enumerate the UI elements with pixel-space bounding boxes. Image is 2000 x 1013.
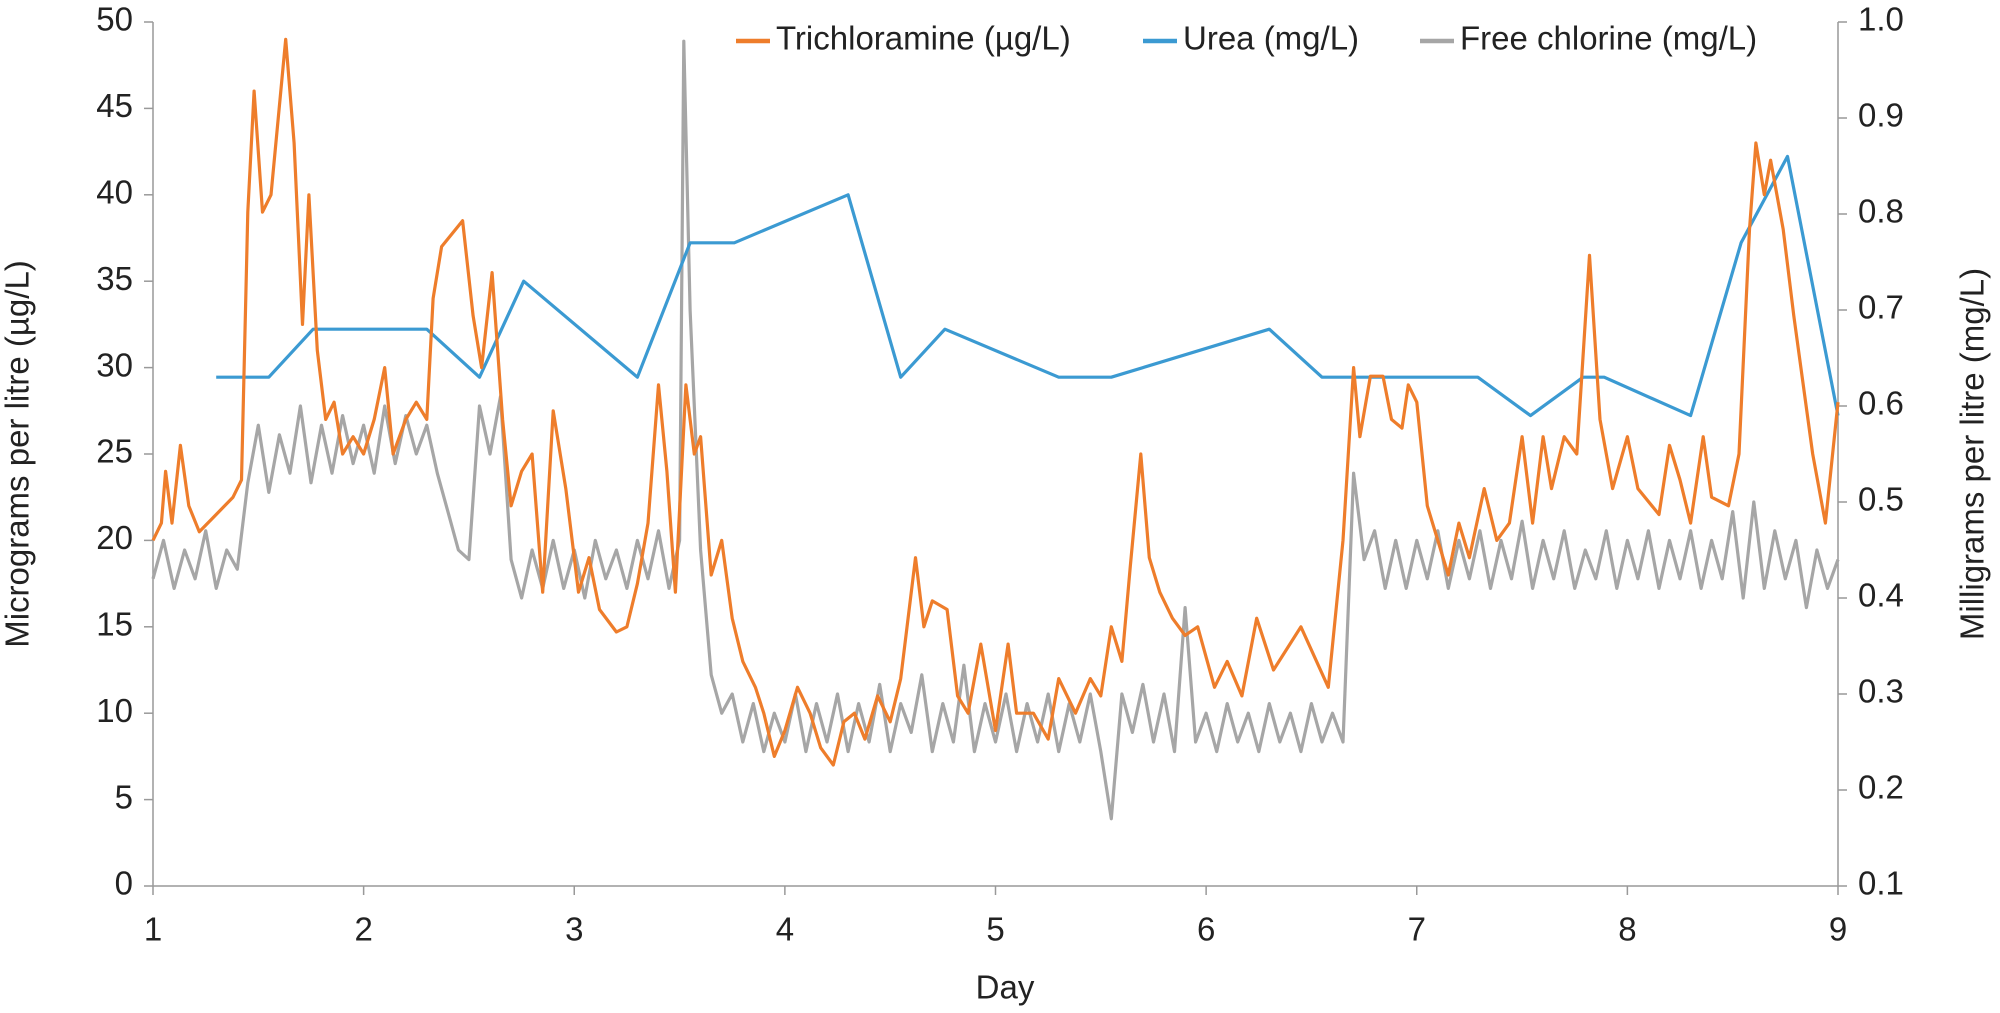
x-tick-label: 7 [1408, 911, 1426, 948]
x-tick-label: 4 [776, 911, 794, 948]
y2-tick-label: 0.2 [1858, 769, 1904, 806]
y-tick-label: 0 [115, 865, 133, 902]
y2-axis-title: Milligrams per litre (mg/L) [1954, 268, 1991, 640]
y2-tick-label: 0.4 [1858, 577, 1904, 614]
series-line [151, 39, 1840, 821]
y-tick-label: 10 [96, 692, 133, 729]
legend-label: Urea (mg/L) [1183, 20, 1359, 57]
y2-tick-label: 0.6 [1858, 385, 1904, 422]
y2-tick-label: 0.3 [1858, 673, 1904, 710]
y2-tick-label: 0.8 [1858, 193, 1904, 230]
y-tick-label: 45 [96, 87, 133, 124]
x-tick-label: 1 [144, 911, 162, 948]
y-tick-label: 50 [96, 1, 133, 38]
y-tick-label: 5 [115, 778, 133, 815]
y-tick-label: 15 [96, 606, 133, 643]
y-tick-label: 30 [96, 346, 133, 383]
x-tick-label: 6 [1197, 911, 1215, 948]
x-axis-title: Day [976, 969, 1035, 1006]
x-tick-label: 2 [354, 911, 372, 948]
series-line [216, 154, 1840, 418]
y2-tick-label: 0.9 [1858, 97, 1904, 134]
legend-label: Free chlorine (mg/L) [1460, 20, 1757, 57]
legend-label: Trichloramine (µg/L) [776, 20, 1071, 57]
series-line [151, 37, 1840, 767]
x-tick-label: 3 [565, 911, 583, 948]
x-tick-label: 8 [1618, 911, 1636, 948]
y-tick-label: 35 [96, 260, 133, 297]
y-axis-title: Micrograms per litre (µg/L) [0, 260, 36, 648]
y2-tick-label: 1.0 [1858, 1, 1904, 38]
y-tick-label: 20 [96, 519, 133, 556]
y2-tick-label: 0.7 [1858, 289, 1904, 326]
y-tick-label: 25 [96, 433, 133, 470]
y2-tick-label: 0.1 [1858, 865, 1904, 902]
y2-tick-label: 0.5 [1858, 481, 1904, 518]
y-tick-label: 40 [96, 174, 133, 211]
x-tick-label: 9 [1829, 911, 1847, 948]
x-tick-label: 5 [986, 911, 1004, 948]
